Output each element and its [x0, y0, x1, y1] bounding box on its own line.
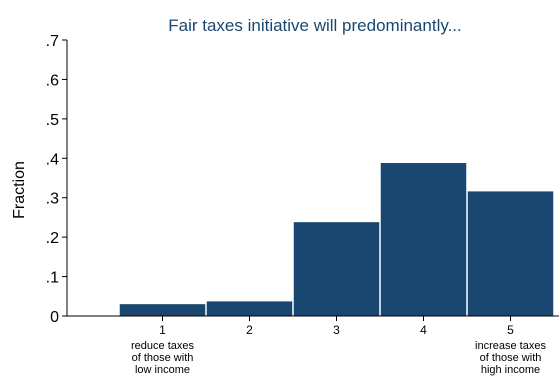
y-tick-label: .1 [46, 270, 59, 287]
y-tick-label: .2 [46, 230, 59, 247]
y-tick-label: .4 [46, 151, 59, 168]
x-tick-label: 2 [246, 323, 253, 337]
x-tick-sublabel: of those with [480, 352, 542, 364]
bar-2 [206, 301, 293, 316]
x-tick-sublabel: low income [135, 364, 190, 376]
y-axis: 0 .1 .2 .3 .4 .5 .6 .7 [46, 33, 68, 326]
bar-4 [380, 163, 467, 316]
y-axis-label: Fraction [11, 161, 28, 219]
y-tick-label: .3 [46, 191, 59, 208]
x-tick-sublabel: of those with [132, 352, 194, 364]
x-tick-label: 3 [333, 323, 340, 337]
y-tick-label: .6 [46, 72, 59, 89]
bar-1 [119, 304, 206, 316]
chart-title: Fair taxes initiative will predominantly… [168, 16, 462, 35]
x-tick-sublabel: increase taxes [475, 340, 546, 352]
y-tick-label: .7 [46, 33, 59, 50]
x-tick-sublabel: reduce taxes [131, 340, 194, 352]
x-tick-label: 1 [159, 323, 166, 337]
x-tick-sublabel: high income [481, 364, 540, 376]
y-tick-label: .5 [46, 112, 59, 129]
bar-5 [467, 191, 554, 316]
x-tick-label: 5 [507, 323, 514, 337]
x-tick-label: 4 [420, 323, 427, 337]
bars [119, 163, 554, 316]
bar-3 [293, 222, 380, 316]
y-tick-label: 0 [50, 309, 59, 326]
